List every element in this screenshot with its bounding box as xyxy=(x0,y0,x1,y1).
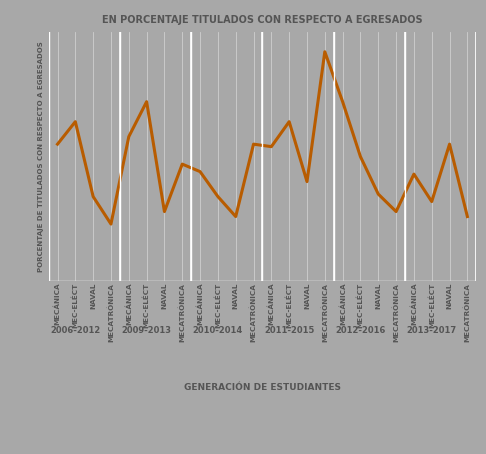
Text: 2010-2014: 2010-2014 xyxy=(193,326,243,336)
Text: 2011-2015: 2011-2015 xyxy=(264,326,314,336)
Text: 2012-2016: 2012-2016 xyxy=(335,326,385,336)
X-axis label: GENERACIÓN DE ESTUDIANTES: GENERACIÓN DE ESTUDIANTES xyxy=(184,384,341,392)
Title: EN PORCENTAJE TITULADOS CON RESPECTO A EGRESADOS: EN PORCENTAJE TITULADOS CON RESPECTO A E… xyxy=(102,15,423,25)
Text: 2013-2017: 2013-2017 xyxy=(407,326,457,336)
Y-axis label: PORCENTAJE DE TITULADOS CON RESPECTO A EGRESADOS: PORCENTAJE DE TITULADOS CON RESPECTO A E… xyxy=(38,41,44,272)
Text: 2006-2012: 2006-2012 xyxy=(50,326,101,336)
Text: 2009-2013: 2009-2013 xyxy=(122,326,172,336)
